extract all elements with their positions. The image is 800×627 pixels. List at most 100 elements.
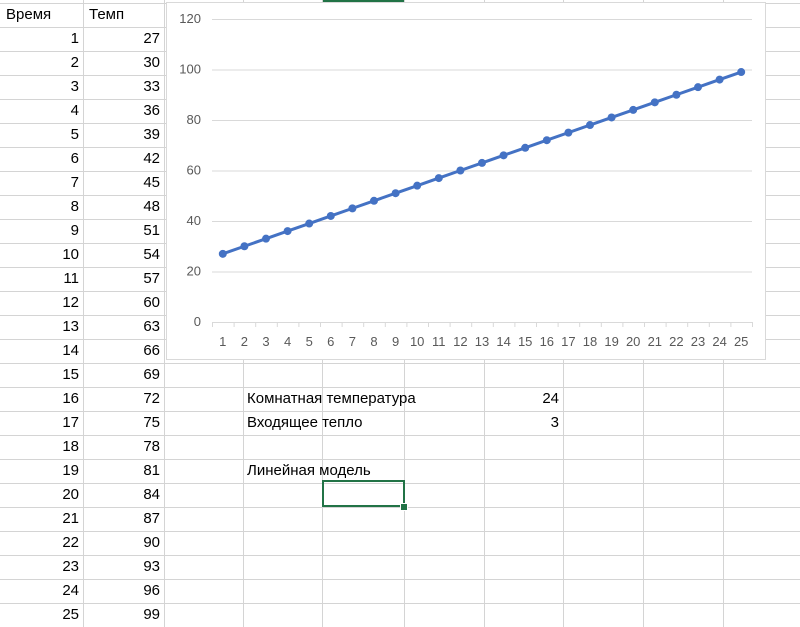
column-header-selection-indicator <box>323 0 404 2</box>
data-point <box>391 189 400 198</box>
x-tick-label: 9 <box>392 334 399 349</box>
cell-time[interactable]: 24 <box>62 582 79 599</box>
line-chart[interactable]: 0 20 40 60 80 100 120 1 2 3 4 5 6 7 8 9 10 11 12 13 14 15 16 17… <box>166 2 766 360</box>
cell-time[interactable]: 5 <box>70 126 79 143</box>
header-temp[interactable]: Темп <box>89 6 125 23</box>
cell-temp[interactable]: 99 <box>143 606 160 623</box>
cell-temp[interactable]: 48 <box>143 198 160 215</box>
cell-temp[interactable]: 87 <box>143 510 160 527</box>
cell-temp[interactable]: 93 <box>143 558 160 575</box>
cell-temp[interactable]: 78 <box>143 438 160 455</box>
data-point <box>694 83 702 92</box>
y-tick-label: 120 <box>179 11 201 26</box>
cell-temp[interactable]: 90 <box>143 534 160 551</box>
cell-time[interactable]: 21 <box>62 510 79 527</box>
x-tick-label: 17 <box>561 334 575 349</box>
cell-time[interactable]: 18 <box>62 438 79 455</box>
param-label[interactable]: Комнатная температура <box>247 390 416 407</box>
data-point <box>737 68 746 77</box>
x-tick-label: 4 <box>284 334 291 349</box>
x-tick-label: 14 <box>496 334 510 349</box>
cell-time[interactable]: 16 <box>62 390 79 407</box>
x-tick-label: 12 <box>453 334 467 349</box>
x-tick-label: 24 <box>712 334 726 349</box>
x-tick-label: 21 <box>648 334 662 349</box>
data-point <box>478 158 486 167</box>
y-tick-label: 40 <box>187 213 201 228</box>
cell-time[interactable]: 22 <box>62 534 79 551</box>
param-label[interactable]: Входящее тепло <box>247 414 363 431</box>
data-point <box>629 105 638 114</box>
cell-temp[interactable]: 30 <box>143 54 160 71</box>
x-tick-label: 19 <box>604 334 618 349</box>
param-value[interactable]: 3 <box>550 414 559 431</box>
cell-time[interactable]: 25 <box>62 606 79 623</box>
data-point <box>650 98 659 107</box>
cell-temp[interactable]: 42 <box>143 150 160 167</box>
x-tick-label: 20 <box>626 334 640 349</box>
cell-time[interactable]: 6 <box>70 150 79 167</box>
data-point <box>542 136 551 145</box>
x-tick-label: 1 <box>219 334 226 349</box>
cell-time[interactable]: 15 <box>62 366 79 383</box>
cell-time[interactable]: 13 <box>62 318 79 335</box>
cell-time[interactable]: 19 <box>62 462 79 479</box>
cell-temp[interactable]: 45 <box>143 174 160 191</box>
cell-temp[interactable]: 36 <box>143 102 160 119</box>
cell-time[interactable]: 11 <box>63 270 79 287</box>
cell-temp[interactable]: 69 <box>143 366 160 383</box>
data-point <box>499 151 508 160</box>
cell-temp[interactable]: 81 <box>143 462 160 479</box>
data-point <box>283 227 292 236</box>
cell-temp[interactable]: 54 <box>143 246 160 263</box>
cell-time[interactable]: 8 <box>70 198 79 215</box>
x-tick-label: 13 <box>475 334 489 349</box>
cell-temp[interactable]: 96 <box>143 582 160 599</box>
x-tick-label: 6 <box>327 334 334 349</box>
cell-temp[interactable]: 57 <box>143 270 160 287</box>
data-point <box>240 242 249 251</box>
data-point <box>262 234 270 243</box>
param-value[interactable]: 24 <box>542 390 559 407</box>
data-point <box>413 181 422 190</box>
cell-time[interactable]: 12 <box>62 294 79 311</box>
cell-time[interactable]: 3 <box>70 78 79 95</box>
cell-time[interactable]: 14 <box>62 342 79 359</box>
cell-time[interactable]: 9 <box>70 222 79 239</box>
data-point <box>715 75 724 84</box>
data-point <box>521 143 530 152</box>
cell-time[interactable]: 23 <box>62 558 79 575</box>
x-tick-label: 22 <box>669 334 683 349</box>
cell-temp[interactable]: 75 <box>143 414 160 431</box>
model-label[interactable]: Линейная модель <box>247 462 371 479</box>
data-point <box>456 166 465 175</box>
y-tick-label: 0 <box>194 314 201 329</box>
cell-temp[interactable]: 27 <box>143 30 160 47</box>
active-cell[interactable] <box>322 480 405 507</box>
fill-handle[interactable] <box>400 503 408 511</box>
x-tick-label: 25 <box>734 334 748 349</box>
cell-temp[interactable]: 84 <box>143 486 160 503</box>
cell-time[interactable]: 20 <box>62 486 79 503</box>
cell-temp[interactable]: 72 <box>143 390 160 407</box>
data-point <box>434 174 443 183</box>
cell-time[interactable]: 1 <box>70 30 79 47</box>
cell-time[interactable]: 7 <box>70 174 79 191</box>
cell-time[interactable]: 10 <box>62 246 79 263</box>
cell-time[interactable]: 17 <box>62 414 79 431</box>
data-point <box>607 113 616 122</box>
cell-time[interactable]: 4 <box>70 102 79 119</box>
cell-temp[interactable]: 63 <box>143 318 160 335</box>
x-tick-label: 8 <box>370 334 377 349</box>
data-point <box>348 204 357 213</box>
cell-temp[interactable]: 39 <box>143 126 160 143</box>
cell-temp[interactable]: 33 <box>143 78 160 95</box>
cell-time[interactable]: 2 <box>70 54 79 71</box>
y-tick-label: 80 <box>187 112 201 127</box>
cell-temp[interactable]: 60 <box>143 294 160 311</box>
header-time[interactable]: Время <box>6 6 52 23</box>
cell-temp[interactable]: 66 <box>143 342 160 359</box>
cell-temp[interactable]: 51 <box>143 222 160 239</box>
x-tick-label: 18 <box>583 334 597 349</box>
